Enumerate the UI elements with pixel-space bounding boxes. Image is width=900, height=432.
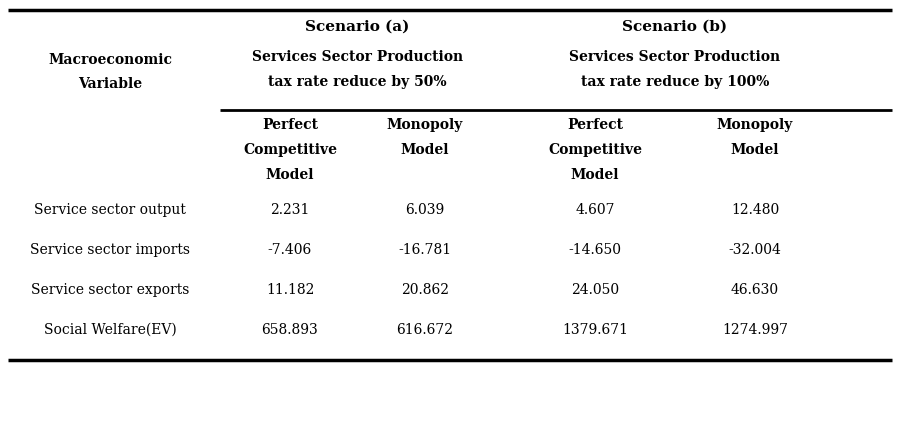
- Text: Model: Model: [731, 143, 779, 157]
- Text: 1274.997: 1274.997: [722, 323, 788, 337]
- Text: 20.862: 20.862: [401, 283, 449, 297]
- Text: Social Welfare(EV): Social Welfare(EV): [43, 323, 176, 337]
- Text: Services Sector Production: Services Sector Production: [252, 50, 464, 64]
- Text: 6.039: 6.039: [405, 203, 445, 217]
- Text: Monopoly: Monopoly: [387, 118, 464, 132]
- Text: 46.630: 46.630: [731, 283, 779, 297]
- Text: Model: Model: [400, 143, 449, 157]
- Text: 12.480: 12.480: [731, 203, 779, 217]
- Text: 2.231: 2.231: [270, 203, 310, 217]
- Text: Perfect: Perfect: [262, 118, 318, 132]
- Text: -14.650: -14.650: [569, 243, 622, 257]
- Text: Service sector exports: Service sector exports: [31, 283, 189, 297]
- Text: 1379.671: 1379.671: [562, 323, 628, 337]
- Text: Competitive: Competitive: [548, 143, 642, 157]
- Text: 658.893: 658.893: [262, 323, 319, 337]
- Text: Scenario (b): Scenario (b): [623, 20, 727, 34]
- Text: Service sector output: Service sector output: [34, 203, 186, 217]
- Text: Competitive: Competitive: [243, 143, 337, 157]
- Text: -16.781: -16.781: [399, 243, 452, 257]
- Text: Model: Model: [571, 168, 619, 182]
- Text: Monopoly: Monopoly: [716, 118, 793, 132]
- Text: Macroeconomic: Macroeconomic: [48, 53, 172, 67]
- Text: Services Sector Production: Services Sector Production: [570, 50, 780, 64]
- Text: Model: Model: [266, 168, 314, 182]
- Text: -32.004: -32.004: [729, 243, 781, 257]
- Text: Scenario (a): Scenario (a): [305, 20, 410, 34]
- Text: 11.182: 11.182: [266, 283, 314, 297]
- Text: Service sector imports: Service sector imports: [30, 243, 190, 257]
- Text: tax rate reduce by 100%: tax rate reduce by 100%: [580, 75, 770, 89]
- Text: Perfect: Perfect: [567, 118, 623, 132]
- Text: -7.406: -7.406: [268, 243, 312, 257]
- Text: 616.672: 616.672: [397, 323, 454, 337]
- Text: Variable: Variable: [78, 77, 142, 91]
- Text: 24.050: 24.050: [571, 283, 619, 297]
- Text: tax rate reduce by 50%: tax rate reduce by 50%: [268, 75, 446, 89]
- Text: 4.607: 4.607: [575, 203, 615, 217]
